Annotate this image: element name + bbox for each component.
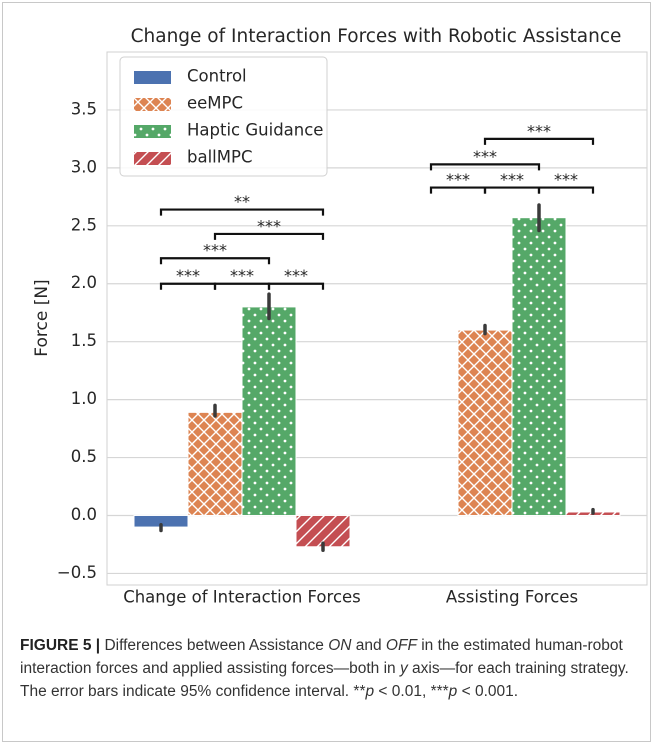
caption-text: < 0.01, *** <box>374 683 449 700</box>
significance-label: *** <box>500 170 524 189</box>
legend-swatch <box>134 125 171 138</box>
x-tick-label: Change of Interaction Forces <box>123 588 361 607</box>
significance-bracket <box>159 208 325 216</box>
significance-label: *** <box>284 266 308 285</box>
caption-text: OFF <box>385 637 417 654</box>
y-tick-label: 1.5 <box>71 331 97 350</box>
significance-label: *** <box>473 147 497 166</box>
caption: FIGURE 5 | Differences between Assistanc… <box>20 634 632 703</box>
significance-bracket <box>213 232 325 240</box>
bar <box>457 329 513 516</box>
y-tick-label: 2.0 <box>71 273 97 292</box>
caption-text: and <box>351 637 386 654</box>
significance-label: *** <box>554 170 578 189</box>
y-tick-label: 2.5 <box>71 215 97 234</box>
significance-bracket <box>267 282 325 290</box>
significance-label: *** <box>230 266 254 285</box>
figure-label: FIGURE 5 | <box>20 637 101 654</box>
caption-text: < 0.001. <box>457 683 519 700</box>
caption-text: ON <box>328 637 352 654</box>
significance-label: *** <box>527 121 551 140</box>
plot-frame <box>106 51 648 586</box>
legend-swatch <box>134 71 171 84</box>
legend-label: Control <box>187 67 247 86</box>
y-tick-label: 0.5 <box>71 447 97 466</box>
significance-bracket <box>483 137 595 145</box>
x-tick-label: Assisting Forces <box>446 588 578 607</box>
legend-swatch <box>134 98 171 111</box>
significance-bracket <box>159 257 271 265</box>
y-tick-label: 0.0 <box>71 505 97 524</box>
caption-text: Differences between Assistance <box>100 637 329 654</box>
significance-bracket <box>429 163 541 171</box>
caption-text: in the estimated human-robot interaction… <box>20 637 623 677</box>
legend-label: eeMPC <box>187 94 243 113</box>
chart-title: Change of Interaction Forces with Roboti… <box>131 26 622 47</box>
chart: Change of Interaction Forces with Roboti… <box>32 26 648 607</box>
significance-label: ** <box>234 192 250 211</box>
y-tick-label: 3.5 <box>71 99 97 118</box>
caption-text: p <box>448 683 458 700</box>
significance-label: *** <box>446 170 470 189</box>
significance-label: *** <box>176 266 200 285</box>
bar <box>511 217 567 516</box>
legend-label: ballMPC <box>187 148 252 167</box>
y-axis-label: Force [N] <box>32 279 52 356</box>
legend-swatch <box>134 152 171 165</box>
legend-label: Haptic Guidance <box>187 121 323 140</box>
caption-text: y <box>399 660 408 677</box>
bar <box>241 306 297 516</box>
significance-bracket <box>537 186 595 194</box>
y-tick-label: 3.0 <box>71 157 97 176</box>
significance-label: *** <box>203 241 227 260</box>
y-tick-label: 1.0 <box>71 389 97 408</box>
legend-box <box>119 56 328 177</box>
caption-text: p <box>365 683 375 700</box>
bar <box>187 411 243 516</box>
y-tick-label: −0.5 <box>57 563 97 582</box>
caption-text: axis—for each training strategy. The err… <box>20 660 629 700</box>
significance-label: *** <box>257 216 281 235</box>
